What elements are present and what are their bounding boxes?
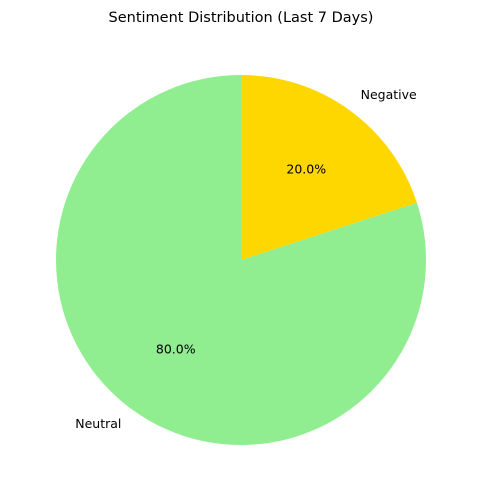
- pie-slice-neutral: [56, 75, 427, 445]
- slice-percent-neutral: 80.0%: [156, 341, 196, 356]
- chart-title: Sentiment Distribution (Last 7 Days): [109, 10, 374, 26]
- pie-labels: Negative 20.0% Neutral 80.0%: [75, 87, 417, 431]
- pie-slices: [56, 75, 427, 445]
- slice-percent-negative: 20.0%: [286, 162, 326, 177]
- slice-label-negative: Negative: [361, 87, 417, 102]
- slice-label-neutral: Neutral: [75, 416, 121, 431]
- pie-slice-negative: [241, 75, 417, 260]
